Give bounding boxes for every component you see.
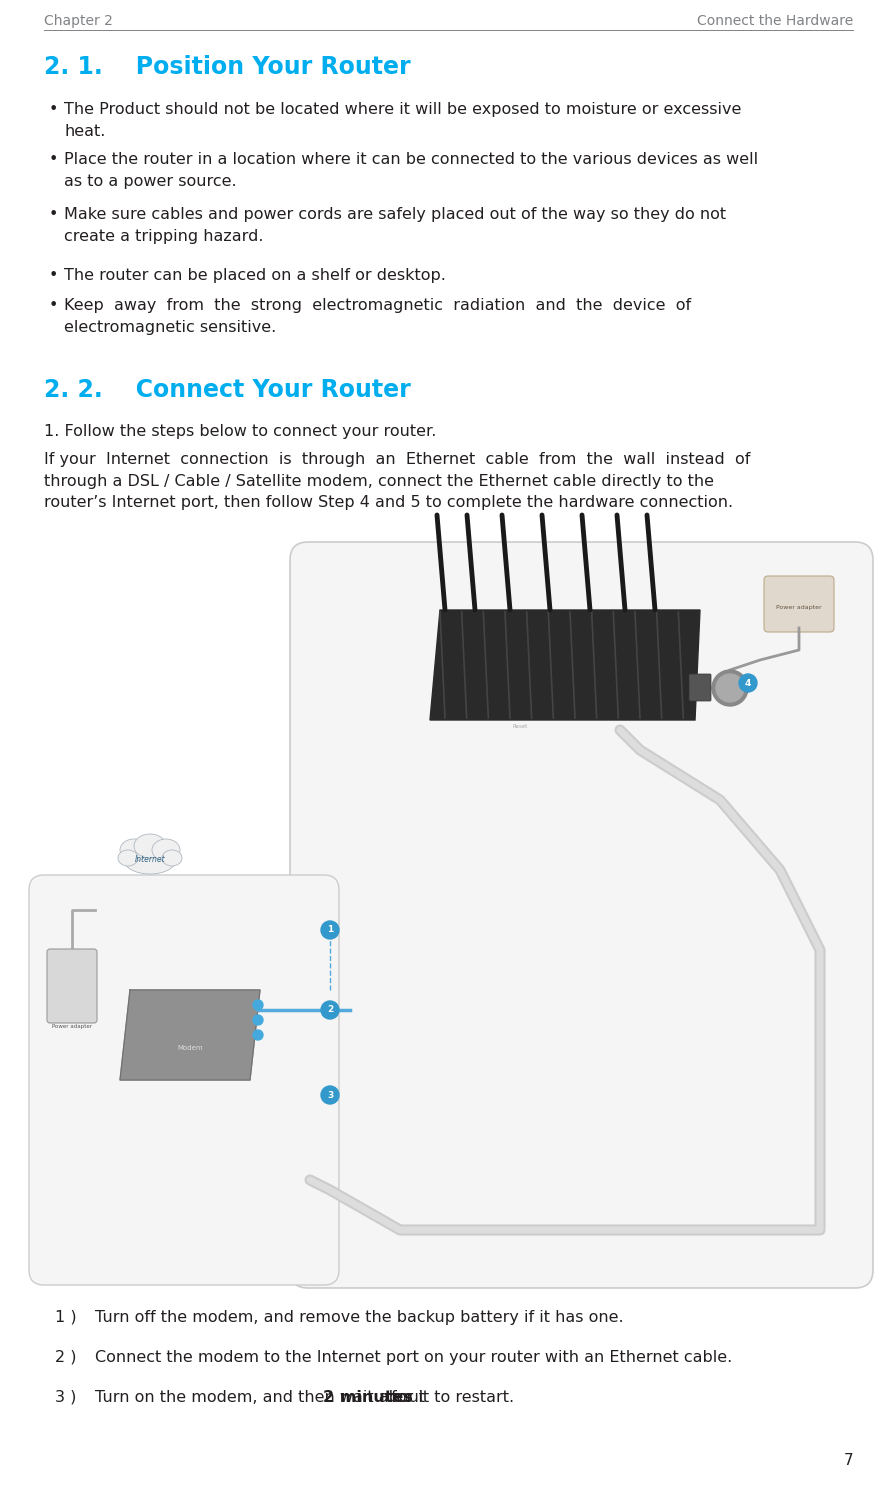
Text: Power adapter: Power adapter <box>776 604 822 610</box>
Text: Internet: Internet <box>135 855 165 864</box>
Ellipse shape <box>162 849 182 866</box>
FancyBboxPatch shape <box>764 576 834 633</box>
Text: Power adapter: Power adapter <box>52 1025 92 1029</box>
Text: Modem: Modem <box>177 1045 203 1051</box>
Circle shape <box>321 1086 339 1103</box>
Text: Turn off the modem, and remove the backup battery if it has one.: Turn off the modem, and remove the backu… <box>95 1310 623 1325</box>
Circle shape <box>321 1001 339 1019</box>
Text: The router can be placed on a shelf or desktop.: The router can be placed on a shelf or d… <box>64 267 446 284</box>
Polygon shape <box>120 990 260 1080</box>
FancyBboxPatch shape <box>47 949 97 1023</box>
Text: 2 ): 2 ) <box>55 1350 77 1365</box>
Text: 3 ): 3 ) <box>55 1390 77 1405</box>
Text: Turn on the modem, and then wait about: Turn on the modem, and then wait about <box>95 1390 430 1405</box>
Text: 1. Follow the steps below to connect your router.: 1. Follow the steps below to connect you… <box>44 425 437 440</box>
Text: Keep  away  from  the  strong  electromagnetic  radiation  and  the  device  of
: Keep away from the strong electromagneti… <box>64 298 691 334</box>
Circle shape <box>712 670 748 705</box>
Ellipse shape <box>134 835 166 858</box>
Circle shape <box>716 674 744 702</box>
Text: •: • <box>49 298 58 313</box>
Text: The Product should not be located where it will be exposed to moisture or excess: The Product should not be located where … <box>64 102 741 138</box>
Ellipse shape <box>124 846 176 875</box>
FancyBboxPatch shape <box>290 542 873 1287</box>
Text: Reset: Reset <box>513 725 528 729</box>
Text: 2. 2.    Connect Your Router: 2. 2. Connect Your Router <box>44 379 411 402</box>
FancyBboxPatch shape <box>29 875 339 1285</box>
Ellipse shape <box>152 839 180 861</box>
Text: 2: 2 <box>327 1005 333 1014</box>
Text: 4: 4 <box>745 679 751 688</box>
Circle shape <box>253 1031 263 1040</box>
Text: Place the router in a location where it can be connected to the various devices : Place the router in a location where it … <box>64 151 758 189</box>
Text: 1: 1 <box>327 925 333 934</box>
Text: Chapter 2: Chapter 2 <box>44 13 113 28</box>
Ellipse shape <box>118 849 138 866</box>
Text: •: • <box>49 267 58 284</box>
Text: Connect the Hardware: Connect the Hardware <box>697 13 853 28</box>
Text: If your  Internet  connection  is  through  an  Ethernet  cable  from  the  wall: If your Internet connection is through a… <box>44 451 750 511</box>
Text: 3: 3 <box>327 1090 333 1099</box>
Text: •: • <box>49 102 58 117</box>
FancyBboxPatch shape <box>689 674 711 701</box>
Ellipse shape <box>120 839 148 861</box>
Text: 2 minutes: 2 minutes <box>323 1390 413 1405</box>
Circle shape <box>739 674 757 692</box>
Text: 7: 7 <box>843 1452 853 1469</box>
Polygon shape <box>430 610 700 720</box>
Circle shape <box>321 921 339 939</box>
Circle shape <box>253 999 263 1010</box>
Text: •: • <box>49 151 58 166</box>
Text: for it to restart.: for it to restart. <box>386 1390 514 1405</box>
Text: 2. 1.    Position Your Router: 2. 1. Position Your Router <box>44 55 411 79</box>
Text: Connect the modem to the Internet port on your router with an Ethernet cable.: Connect the modem to the Internet port o… <box>95 1350 732 1365</box>
Text: Make sure cables and power cords are safely placed out of the way so they do not: Make sure cables and power cords are saf… <box>64 206 726 244</box>
Text: •: • <box>49 206 58 221</box>
Text: 1 ): 1 ) <box>55 1310 77 1325</box>
Circle shape <box>253 1016 263 1025</box>
